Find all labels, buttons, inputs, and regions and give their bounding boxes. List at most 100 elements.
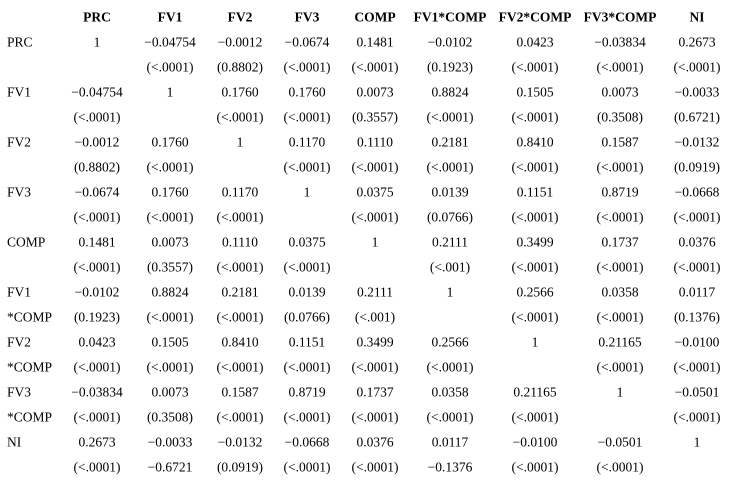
correlation-value: 0.0117: [431, 434, 469, 450]
p-value: (<.0001): [511, 259, 559, 275]
p-value: (<.0001): [673, 209, 721, 225]
p-value: (<.0001): [673, 259, 721, 275]
correlation-value: 0.1737: [601, 234, 639, 250]
p-value: (<.0001): [511, 309, 559, 325]
correlation-value: 1: [531, 334, 539, 350]
correlation-value: −0.0501: [597, 434, 643, 450]
p-value: (<.0001): [283, 159, 331, 175]
p-value: (<.0001): [283, 459, 331, 475]
correlation-value: 0.8410: [221, 334, 259, 350]
p-value: (<.0001): [216, 109, 264, 125]
p-value: (<.0001): [216, 309, 264, 325]
p-value: (<.0001): [426, 359, 474, 375]
correlation-value: 0.0376: [678, 234, 716, 250]
correlation-value: 0.8410: [516, 134, 554, 150]
correlation-value: −0.0100: [512, 434, 558, 450]
correlation-value: −0.0501: [674, 384, 720, 400]
column-header: FV2: [227, 9, 253, 25]
correlation-value: 0.0139: [431, 184, 469, 200]
correlation-value: −0.0012: [217, 34, 263, 50]
p-value: (<.0001): [511, 59, 559, 75]
row-label: FV2: [7, 334, 32, 350]
p-value: (<.0001): [216, 409, 264, 425]
column-header: FV3*COMP: [583, 9, 657, 25]
correlation-value: 0.1737: [356, 384, 394, 400]
row-label: *COMP: [7, 309, 53, 325]
correlation-value: −0.0012: [74, 134, 120, 150]
column-header: FV1: [157, 9, 183, 25]
row-label: FV1: [7, 284, 32, 300]
correlation-value: −0.04754: [144, 34, 196, 50]
correlation-value: 0.0375: [356, 184, 394, 200]
p-value: (<.0001): [673, 409, 721, 425]
p-value: (<.0001): [216, 259, 264, 275]
correlation-value: 0.21165: [598, 334, 642, 350]
correlation-value: 0.1110: [221, 234, 259, 250]
p-value: (<.0001): [511, 409, 559, 425]
p-value: (<.0001): [283, 59, 331, 75]
correlation-value: −0.0668: [674, 184, 720, 200]
correlation-value: −0.0033: [147, 434, 193, 450]
column-header: NI: [689, 9, 705, 25]
p-value: (<.0001): [216, 209, 264, 225]
p-value: −0.1376: [427, 459, 473, 475]
correlation-value: 0.8719: [288, 384, 326, 400]
p-value: (<.0001): [283, 259, 331, 275]
correlation-value: 0.8824: [151, 284, 189, 300]
correlation-value: 1: [303, 184, 311, 200]
p-value: (<.0001): [511, 109, 559, 125]
row-label: FV3: [7, 384, 32, 400]
row-label: FV2: [7, 134, 32, 150]
p-value: (0.3557): [146, 259, 194, 275]
correlation-value: 1: [166, 84, 174, 100]
correlation-value: 1: [236, 134, 244, 150]
column-header: FV2*COMP: [498, 9, 572, 25]
correlation-value: −0.0674: [74, 184, 120, 200]
p-value: (<.0001): [511, 209, 559, 225]
correlation-value: −0.0100: [674, 334, 720, 350]
correlation-value: 0.1760: [151, 184, 189, 200]
correlation-value: 0.1760: [221, 84, 259, 100]
correlation-value: −0.0668: [284, 434, 330, 450]
correlation-value: −0.0102: [74, 284, 120, 300]
p-value: (<.0001): [73, 259, 121, 275]
correlation-value: 0.1505: [516, 84, 554, 100]
correlation-value: 0.0358: [431, 384, 469, 400]
p-value: (0.0919): [673, 159, 721, 175]
p-value: (0.3508): [146, 409, 194, 425]
correlation-value: 0.0073: [356, 84, 394, 100]
correlation-value: 1: [616, 384, 624, 400]
p-value: (<.0001): [216, 359, 264, 375]
correlation-value: 0.0358: [601, 284, 639, 300]
p-value: (<.0001): [351, 159, 399, 175]
p-value: (<.0001): [283, 359, 331, 375]
p-value: (<.0001): [73, 209, 121, 225]
row-label: *COMP: [7, 409, 53, 425]
p-value: (<.0001): [596, 259, 644, 275]
p-value: (<.001): [429, 259, 471, 275]
correlation-value: 1: [93, 34, 101, 50]
p-value: (<.0001): [426, 109, 474, 125]
correlation-value: 0.8719: [601, 184, 639, 200]
correlation-value: 1: [371, 234, 379, 250]
correlation-value: 0.0139: [288, 284, 326, 300]
correlation-value: 0.3499: [516, 234, 554, 250]
correlation-value: −0.0132: [674, 134, 720, 150]
row-label: COMP: [7, 234, 46, 250]
correlation-value: 0.0073: [151, 384, 189, 400]
correlation-value: 0.1481: [356, 34, 394, 50]
p-value: (<.0001): [146, 209, 194, 225]
correlation-value: −0.0102: [427, 34, 473, 50]
p-value: (<.0001): [596, 159, 644, 175]
correlation-value: 0.21165: [513, 384, 557, 400]
p-value: (<.0001): [426, 159, 474, 175]
p-value: (0.1923): [426, 59, 474, 75]
correlation-value: 0.2181: [221, 284, 259, 300]
p-value: (0.3508): [596, 109, 644, 125]
correlation-value: 0.1110: [356, 134, 394, 150]
correlation-value: 0.2566: [516, 284, 554, 300]
p-value: (0.0919): [216, 459, 264, 475]
p-value: (0.3557): [351, 109, 399, 125]
p-value: (<.0001): [351, 209, 399, 225]
